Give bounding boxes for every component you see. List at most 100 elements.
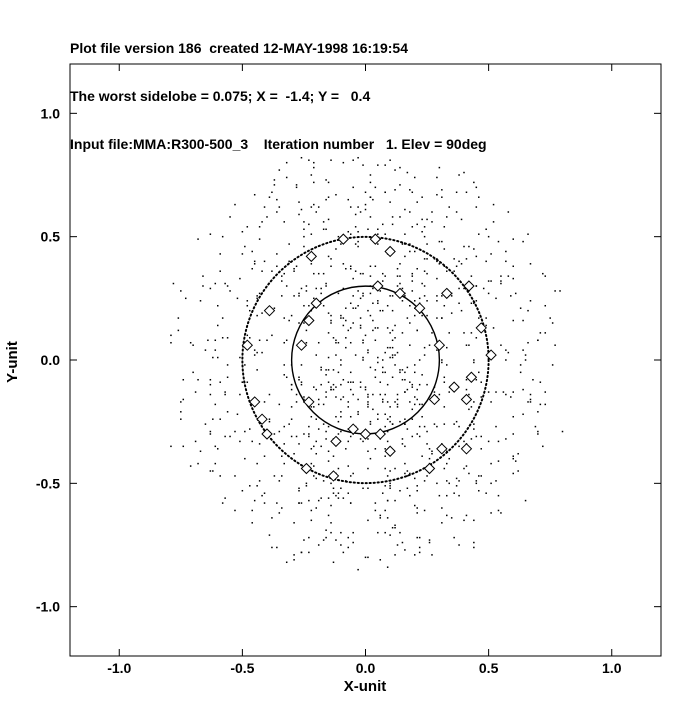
dot-point <box>416 489 418 492</box>
dot-point <box>379 514 382 517</box>
dot-point <box>374 369 377 371</box>
dot-point <box>411 275 414 277</box>
dot-point <box>285 285 288 287</box>
dot-point <box>423 295 426 297</box>
dot-point <box>367 467 369 470</box>
dot-point <box>332 369 335 371</box>
dot-point <box>322 423 325 425</box>
dot-point <box>194 391 197 393</box>
dot-point <box>426 475 428 477</box>
dot-point <box>332 487 335 490</box>
dot-point <box>465 258 468 260</box>
dot-point <box>261 312 263 314</box>
dot-point <box>330 504 332 507</box>
dot-point <box>485 324 487 327</box>
dot-point <box>389 346 391 349</box>
dot-point <box>320 292 322 295</box>
dot-point <box>258 480 261 482</box>
dot-point <box>317 341 320 344</box>
dot-point <box>426 314 428 317</box>
dot-point <box>522 388 524 391</box>
dot-point <box>446 364 448 366</box>
dot-point <box>202 275 204 277</box>
dot-point <box>404 295 406 297</box>
dot-point <box>381 272 384 275</box>
dot-point <box>473 423 475 425</box>
dot-point <box>404 472 406 475</box>
dot-point <box>317 428 320 430</box>
dot-point <box>357 245 359 248</box>
dot-point <box>409 472 411 475</box>
dot-point <box>433 391 436 393</box>
dot-point <box>544 332 547 334</box>
dot-point <box>418 551 421 554</box>
dot-point <box>295 401 298 403</box>
dot-point <box>473 181 475 184</box>
dot-point <box>335 539 337 541</box>
dot-point <box>320 369 322 371</box>
dot-point <box>409 322 411 324</box>
dot-point <box>381 492 384 494</box>
dot-point <box>416 388 418 391</box>
dot-point <box>431 332 433 334</box>
dot-point <box>381 398 384 401</box>
dot-point <box>354 213 357 216</box>
dot-point <box>446 270 448 272</box>
dot-point <box>492 221 495 223</box>
dot-point <box>330 322 332 324</box>
dot-point <box>475 337 478 339</box>
dot-point <box>381 401 384 403</box>
dot-point <box>453 258 455 260</box>
dot-point <box>337 433 340 435</box>
dot-point <box>300 381 303 383</box>
dot-point <box>315 452 317 455</box>
dot-point <box>384 455 386 457</box>
dot-point <box>369 314 372 317</box>
dot-point <box>263 492 266 494</box>
dot-point <box>374 448 377 450</box>
dot-point <box>349 265 352 268</box>
dot-point <box>411 435 414 438</box>
diamond-point <box>330 435 342 448</box>
dot-point <box>411 383 414 386</box>
dot-point <box>446 346 448 349</box>
dot-point <box>214 403 217 406</box>
diamond-point <box>423 462 436 475</box>
dot-point <box>500 275 502 277</box>
dot-point <box>495 297 497 300</box>
dot-point <box>352 322 354 324</box>
dot-point <box>480 396 482 398</box>
dot-point <box>313 297 315 300</box>
dot-point <box>342 317 345 319</box>
dot-point <box>399 489 401 492</box>
dot-point <box>441 361 443 364</box>
dot-point <box>276 502 278 504</box>
diamond-point <box>384 445 396 457</box>
dot-point <box>367 349 369 351</box>
dot-point <box>418 297 421 300</box>
diamond-point <box>347 423 359 435</box>
dot-point <box>389 159 391 161</box>
dot-point <box>288 423 290 425</box>
dot-point <box>399 420 401 423</box>
dot-point <box>377 531 379 534</box>
dot-point <box>298 322 300 324</box>
dot-point <box>369 181 372 184</box>
dot-point <box>293 522 295 524</box>
dot-point <box>450 295 453 297</box>
dot-point <box>224 282 226 285</box>
dot-point <box>283 364 285 366</box>
dot-point <box>374 339 377 342</box>
dot-point <box>300 502 303 504</box>
dot-point <box>261 351 263 354</box>
dot-point <box>266 216 268 218</box>
dot-point <box>544 391 547 393</box>
dot-point <box>418 383 421 386</box>
dot-point <box>426 430 428 433</box>
dot-point <box>426 443 428 445</box>
dot-point <box>542 272 544 275</box>
dot-point <box>325 438 327 440</box>
diamond-point <box>256 413 268 425</box>
dot-point <box>394 169 396 171</box>
dot-point <box>468 472 470 475</box>
